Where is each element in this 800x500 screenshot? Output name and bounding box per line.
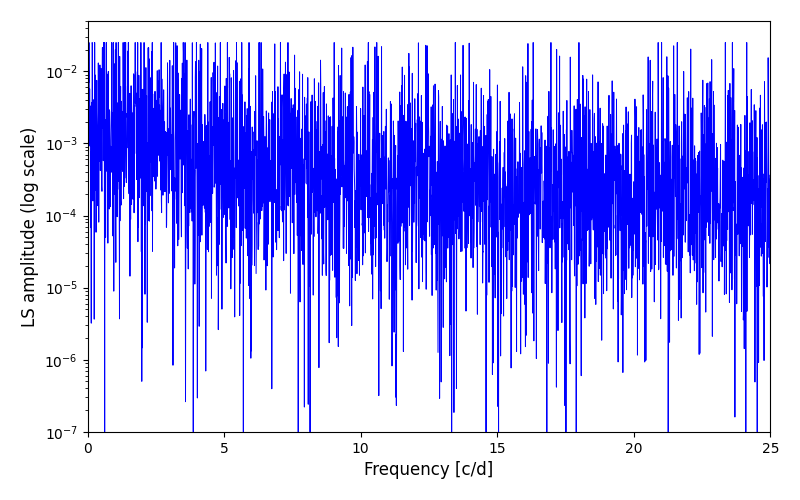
X-axis label: Frequency [c/d]: Frequency [c/d] xyxy=(364,461,494,479)
Y-axis label: LS amplitude (log scale): LS amplitude (log scale) xyxy=(21,126,39,326)
